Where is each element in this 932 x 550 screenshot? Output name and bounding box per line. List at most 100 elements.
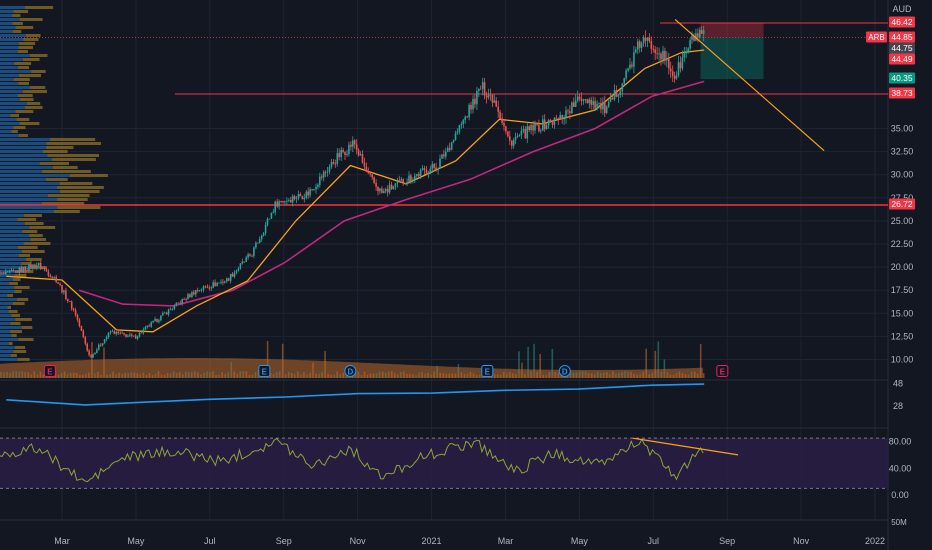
candle-body — [687, 48, 689, 51]
candle-body — [536, 123, 538, 125]
time-axis[interactable]: Mar May Jul Sep Nov 2021 Mar May Jul Sep Nov 2022 — [54, 536, 885, 546]
price-tick-label: 15.00 — [891, 308, 914, 318]
price-tick-label: 10.00 — [891, 355, 914, 365]
candle-body — [185, 299, 187, 300]
candle-body — [189, 294, 191, 297]
volume-profile-down-bar — [16, 298, 29, 301]
candle-body — [212, 282, 214, 288]
time-tick-label[interactable]: Mar — [498, 536, 514, 546]
volume-profile-up-bar — [0, 14, 12, 17]
volume-profile-down-bar — [11, 130, 18, 133]
candle-body — [573, 102, 575, 107]
candle-body — [584, 99, 587, 100]
time-tick-label[interactable]: Nov — [350, 536, 367, 546]
candle-body — [94, 353, 96, 354]
candle-body — [295, 198, 298, 199]
candle-body — [239, 263, 242, 269]
trend-line[interactable] — [674, 19, 825, 152]
candle-body — [84, 337, 87, 344]
volume-profile-down-bar — [11, 314, 20, 317]
candle-body — [431, 164, 434, 169]
stop-loss-zone[interactable] — [700, 22, 764, 38]
price-axis[interactable]: AUD 10.00 12.50 15.00 17.50 20.00 22.50 25.00 2… — [891, 4, 914, 365]
candle-body — [301, 196, 304, 200]
earnings-marker[interactable] — [481, 365, 494, 377]
descending-trend-line[interactable] — [674, 19, 825, 152]
candle-body — [224, 281, 226, 283]
candle-body — [123, 332, 125, 335]
candle-body — [590, 99, 592, 105]
candle-body — [518, 135, 521, 136]
volume-profile-down-bar — [12, 302, 25, 305]
short-position-tool[interactable] — [700, 22, 764, 80]
dividend-marker[interactable] — [344, 365, 357, 377]
candle-body — [264, 224, 267, 234]
volume-bar — [654, 350, 657, 378]
candle-body — [538, 124, 540, 132]
earnings-marker[interactable] — [43, 365, 56, 377]
time-tick-label[interactable]: Jul — [204, 536, 216, 546]
candle-body — [109, 331, 112, 333]
candle-body — [57, 282, 59, 284]
volume-profile-up-bar — [0, 170, 42, 173]
time-tick-label[interactable]: Mar — [54, 536, 70, 546]
candle-body — [580, 98, 583, 101]
volume-profile-up-bar — [0, 174, 70, 177]
candle-body — [623, 78, 625, 84]
take-profit-zone[interactable] — [700, 37, 764, 80]
candle-body — [28, 264, 30, 271]
time-tick-label[interactable]: May — [571, 536, 589, 546]
volume-profile-down-bar — [13, 126, 26, 129]
candle-body — [697, 33, 699, 38]
volume-bar — [702, 373, 705, 378]
candle-body — [363, 162, 366, 167]
volume-profile-down-bar — [50, 138, 96, 141]
candle-body — [191, 292, 193, 297]
candle-body — [511, 140, 513, 146]
candle-body — [414, 175, 416, 180]
candle-body — [208, 287, 211, 289]
dividend-marker[interactable] — [558, 365, 571, 377]
volume-profile-down-bar — [18, 66, 30, 69]
volume-profile-down-bar — [16, 118, 30, 121]
earnings-marker[interactable] — [258, 365, 271, 377]
candle-body — [652, 48, 655, 50]
candle-body — [555, 117, 558, 119]
candle-body — [350, 144, 352, 147]
time-tick-label[interactable]: Sep — [276, 536, 292, 546]
candle-body — [638, 41, 641, 48]
candle-body — [90, 355, 92, 358]
candle-body — [202, 286, 205, 290]
time-tick-label[interactable]: 2021 — [422, 536, 442, 546]
volume-profile-down-bar — [46, 142, 101, 145]
candle-body — [196, 290, 199, 291]
horizontal-levels[interactable] — [0, 22, 888, 206]
candle-body — [483, 82, 486, 96]
time-tick-label[interactable]: Jul — [648, 536, 660, 546]
candle-body — [103, 339, 106, 344]
volume-profile-down-bar — [13, 78, 30, 81]
time-tick-label[interactable]: Sep — [719, 536, 735, 546]
volume-profile-up-bar — [0, 342, 9, 345]
candle-body — [419, 169, 422, 177]
candle-body — [195, 290, 197, 295]
candle-body — [65, 290, 67, 300]
earnings-marker[interactable] — [716, 365, 729, 377]
time-tick-label[interactable]: Nov — [793, 536, 810, 546]
candle-body — [305, 191, 308, 198]
candle-body — [61, 285, 63, 293]
time-tick-label[interactable]: 2022 — [865, 536, 885, 546]
candle-body — [666, 58, 668, 61]
volume-profile-down-bar — [11, 14, 21, 17]
candle-body — [74, 310, 77, 316]
candle-body — [200, 289, 203, 291]
volume-profile-up-bar — [0, 122, 20, 125]
time-tick-label[interactable]: May — [127, 536, 145, 546]
candle-body — [625, 70, 627, 79]
candle-body — [619, 91, 622, 95]
candle-body — [260, 235, 263, 240]
rsi-divergence-line[interactable] — [632, 437, 739, 456]
price-tick-label: 22.50 — [891, 239, 914, 249]
